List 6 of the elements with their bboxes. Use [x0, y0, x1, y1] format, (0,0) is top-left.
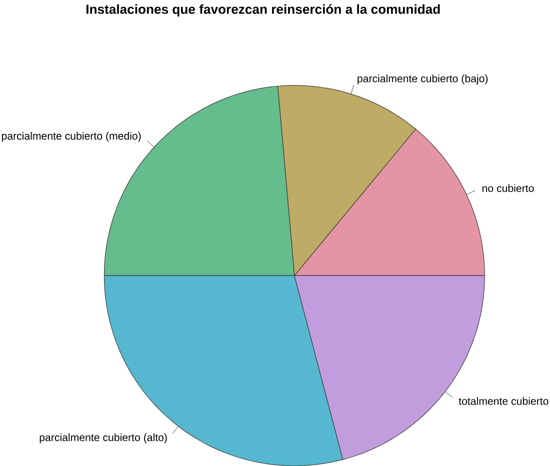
slice-label: totalmente cubierto — [458, 397, 548, 405]
slice-label: parcialmente cubierto (alto) — [40, 433, 167, 444]
slice-label: no cubierto — [482, 184, 534, 192]
slice-label: parcialmente cubierto (bajo) — [358, 74, 488, 84]
slice-label: parcialmente cubierto (medio) — [2, 132, 141, 142]
chart-title: Instalaciones que favorezcan reinserción a la comunidad — [86, 4, 440, 16]
